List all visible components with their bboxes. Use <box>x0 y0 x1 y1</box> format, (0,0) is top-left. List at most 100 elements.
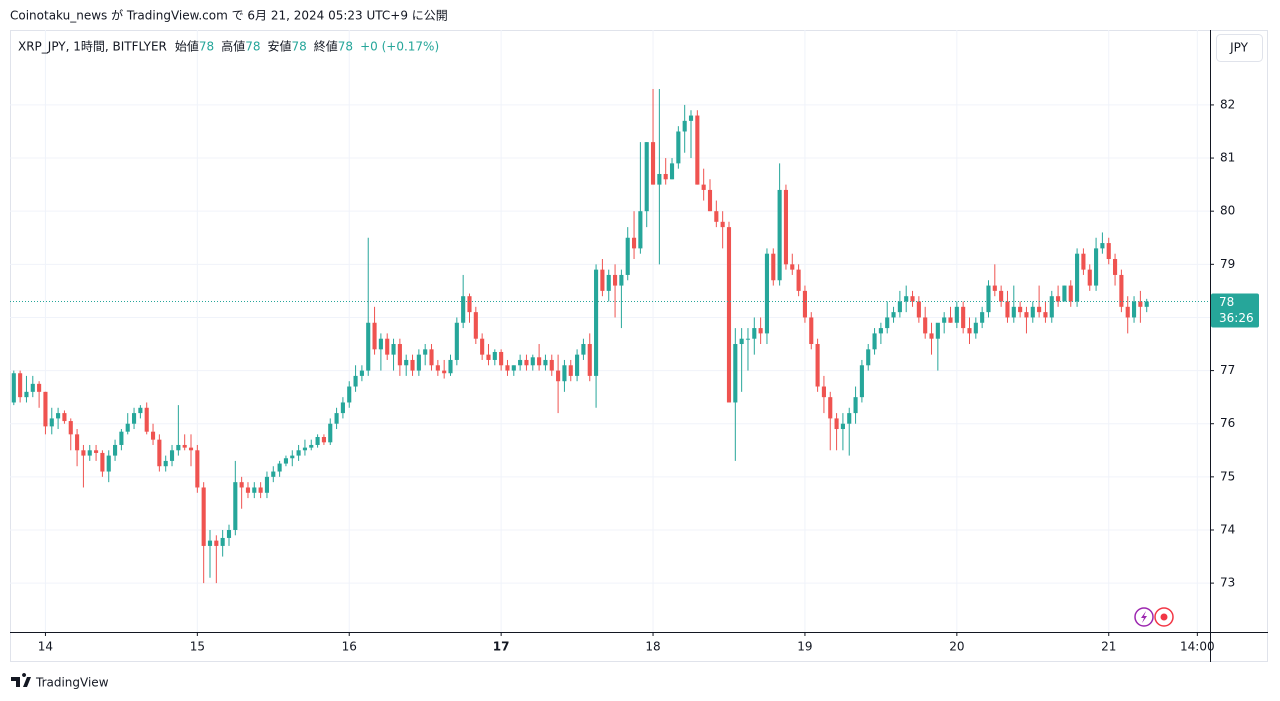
candle-body <box>916 301 921 318</box>
candle-body <box>94 450 99 453</box>
candle-body <box>752 328 757 339</box>
ohlc-value: 78 <box>245 40 260 54</box>
candle-body <box>992 285 997 291</box>
candle-body <box>302 447 307 451</box>
candle-body <box>644 142 649 212</box>
candle-body <box>935 322 940 339</box>
candle-body <box>802 290 807 318</box>
status-icons <box>1134 607 1174 627</box>
candle-body <box>764 253 770 334</box>
candle-body <box>923 317 928 334</box>
candle-body <box>1094 248 1099 286</box>
candle-body <box>726 227 732 403</box>
candle-body <box>106 455 111 472</box>
candle-body <box>245 487 251 493</box>
candle-body <box>283 458 289 464</box>
candle-body <box>613 274 618 286</box>
candle-body <box>524 359 529 366</box>
candle-body <box>929 333 934 339</box>
candle-body <box>410 359 415 371</box>
candle-body <box>416 354 421 371</box>
candle-body <box>207 540 213 546</box>
candle-body <box>182 444 187 448</box>
candle-body <box>720 221 725 228</box>
brand: TradingView <box>35 676 109 690</box>
candle-body <box>587 344 592 376</box>
candle-body <box>271 471 276 477</box>
candle-body <box>910 296 915 302</box>
brand-logo <box>11 673 31 687</box>
y-tick-label: 74 <box>1220 522 1235 536</box>
candle-body <box>252 487 257 493</box>
candle-body <box>1075 253 1080 302</box>
candle-body <box>1100 243 1105 249</box>
candle-body <box>796 269 801 291</box>
candle-body <box>511 365 516 371</box>
candle-body <box>556 370 561 382</box>
grid <box>10 30 1210 632</box>
symbol: XRP_JPY, 1時間, BITFLYER <box>18 40 167 54</box>
candle-body <box>423 349 428 355</box>
candle-body <box>264 476 270 493</box>
candle-body <box>600 269 605 291</box>
candle-body <box>81 450 86 456</box>
candle-body <box>1037 306 1042 313</box>
candle-body <box>296 450 301 456</box>
candle-body <box>220 537 225 546</box>
x-tick-label: 17 <box>493 640 510 654</box>
candle-body <box>866 349 871 366</box>
x-tick-label: 20 <box>949 640 964 654</box>
candle-body <box>385 338 390 355</box>
candle-body <box>790 264 795 270</box>
candle-body <box>87 450 92 456</box>
candles <box>10 88 1210 584</box>
candle-body <box>486 354 491 360</box>
candle-body <box>783 189 789 265</box>
candle-body <box>233 482 238 530</box>
candle-body <box>258 487 263 493</box>
currency-button[interactable] <box>1216 34 1263 62</box>
x-tick-label: 14 <box>38 640 53 654</box>
legend: XRP_JPY, 1時間, BITFLYER 始値 78 高値 78 安値 78 終値 78 +… <box>18 39 439 54</box>
x-tick-label: 16 <box>342 640 357 654</box>
candle-body <box>638 211 643 249</box>
candle-body <box>372 322 377 350</box>
candle-body <box>435 365 440 371</box>
candle-body <box>1144 301 1149 307</box>
candle-body <box>347 386 352 403</box>
candle-body <box>37 383 42 392</box>
candle-body <box>853 397 858 414</box>
candle-body <box>195 450 200 488</box>
candle-body <box>1113 259 1118 275</box>
candle-body <box>150 431 156 440</box>
candle-body <box>847 413 852 424</box>
x-tick-label: 18 <box>645 640 660 654</box>
x-tick-label: 21 <box>1101 640 1116 654</box>
candle-body <box>777 189 782 281</box>
candle-body <box>745 338 751 340</box>
candle-body <box>942 317 947 323</box>
candle-body <box>1024 312 1029 318</box>
candle-body <box>454 322 459 360</box>
candle-body <box>442 370 447 374</box>
candle-body <box>840 423 845 430</box>
candle-body <box>897 301 902 313</box>
candle-body <box>1043 312 1048 318</box>
x-tick-label: 15 <box>190 640 205 654</box>
candle-body <box>543 359 548 366</box>
candle-body <box>43 391 48 427</box>
candle-body <box>758 328 763 334</box>
candle-body <box>562 365 567 382</box>
y-tick-label: 79 <box>1220 257 1235 271</box>
candle-body <box>663 173 668 180</box>
candle-body <box>1106 243 1111 260</box>
candle-body <box>100 452 105 472</box>
ohlc-label: 高値 <box>221 39 245 54</box>
candle-body <box>1138 301 1143 307</box>
currency[interactable]: JPY <box>1229 41 1249 55</box>
candle-body <box>68 421 73 435</box>
candle-body <box>986 285 991 313</box>
candle-body <box>11 373 16 403</box>
candle-body <box>631 237 637 249</box>
